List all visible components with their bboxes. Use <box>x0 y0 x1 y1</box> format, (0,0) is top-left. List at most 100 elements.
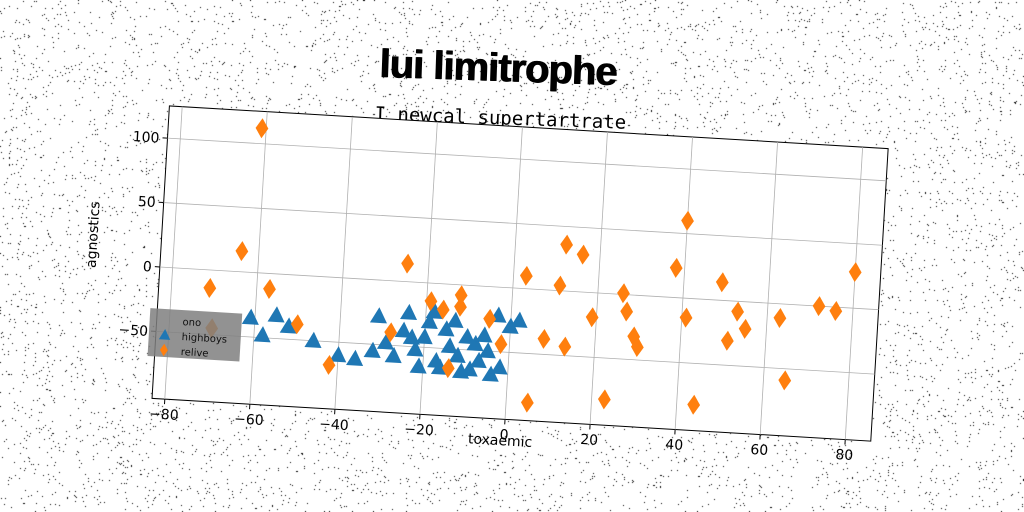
data-point-relive <box>558 336 572 357</box>
data-point-highboys <box>409 357 427 374</box>
data-point-relive <box>812 296 826 317</box>
data-point-relive <box>669 257 683 278</box>
data-point-relive <box>597 389 611 410</box>
data-point-highboys <box>329 346 347 363</box>
x-gridline <box>759 142 778 435</box>
data-point-relive <box>436 299 450 320</box>
data-point-relive <box>720 330 734 351</box>
data-point-relive <box>848 262 862 283</box>
data-point-highboys <box>241 308 259 325</box>
data-point-relive <box>255 118 269 139</box>
data-points <box>203 118 862 415</box>
data-point-relive <box>203 278 217 299</box>
x-axis-ticks: −80 −60 −40 −20 0 20 40 60 80 <box>149 399 854 464</box>
y-gridline <box>155 330 875 375</box>
data-point-relive <box>630 337 644 358</box>
x-gridline <box>504 126 523 420</box>
data-point-relive <box>679 307 693 328</box>
data-point-highboys <box>279 317 297 334</box>
data-point-relive <box>441 358 455 379</box>
x-gridline <box>249 111 268 405</box>
data-point-highboys <box>304 331 322 348</box>
data-point-relive <box>731 301 745 322</box>
data-point-relive <box>627 326 641 347</box>
data-point-relive <box>235 241 249 262</box>
data-point-relive <box>687 394 701 415</box>
x-tick-label: −60 <box>234 411 264 429</box>
x-axis-label: toxaemic <box>468 431 533 451</box>
data-point-relive <box>424 291 438 312</box>
data-point-highboys <box>363 341 381 358</box>
data-point-relive <box>778 370 792 391</box>
data-point-relive <box>585 307 599 328</box>
data-point-relive <box>553 275 567 296</box>
data-point-highboys <box>394 321 412 338</box>
data-point-highboys <box>253 326 271 343</box>
data-point-relive <box>617 283 630 304</box>
x-tick-label: −20 <box>404 421 434 439</box>
data-point-highboys <box>501 317 519 334</box>
data-point-highboys <box>510 311 528 328</box>
data-point-relive <box>483 308 497 329</box>
x-tick-label: −80 <box>149 406 179 424</box>
data-point-relive <box>576 244 590 265</box>
data-point-highboys <box>369 307 387 324</box>
x-tick-label: 40 <box>665 437 684 454</box>
data-point-highboys <box>466 334 484 352</box>
gridlines <box>155 106 887 440</box>
data-point-highboys <box>475 326 493 343</box>
y-tick-label: 0 <box>142 259 152 276</box>
data-point-relive <box>384 322 398 343</box>
data-point-relive <box>454 285 468 306</box>
series-relive <box>203 118 862 415</box>
data-point-relive <box>520 392 534 413</box>
x-tick-label: 60 <box>750 442 769 459</box>
data-point-relive <box>401 253 414 274</box>
data-point-highboys <box>267 306 285 323</box>
data-point-highboys <box>451 362 470 379</box>
legend-marker-relive <box>159 343 168 357</box>
data-point-relive <box>322 354 336 375</box>
y-tick-label: −50 <box>118 322 148 340</box>
data-point-highboys <box>420 312 438 330</box>
y-gridline <box>159 266 879 311</box>
y-tick-label: 50 <box>137 194 156 211</box>
x-gridline <box>844 147 864 440</box>
x-tick-label: −40 <box>319 416 349 434</box>
y-gridline <box>167 137 887 182</box>
data-point-relive <box>620 301 634 322</box>
legend-box <box>147 308 243 362</box>
y-tick-label: 100 <box>132 129 160 147</box>
data-point-relive <box>537 328 551 349</box>
data-point-highboys <box>402 328 420 345</box>
data-point-relive <box>681 210 694 231</box>
plot-area <box>151 105 889 442</box>
data-point-highboys <box>481 365 499 382</box>
y-axis-label: agnostics <box>84 201 104 268</box>
x-tick-label: 80 <box>835 447 854 464</box>
data-point-highboys <box>399 303 418 321</box>
y-gridline <box>163 202 883 246</box>
data-point-relive <box>519 265 533 286</box>
data-point-highboys <box>490 358 508 375</box>
data-point-relive <box>560 234 574 255</box>
x-gridline <box>674 136 693 430</box>
data-point-highboys <box>406 340 424 357</box>
data-point-highboys <box>384 346 402 364</box>
legend-label-ono: ono <box>182 317 201 329</box>
x-tick-label: 20 <box>580 432 599 449</box>
data-point-highboys <box>425 302 443 319</box>
data-point-highboys <box>448 346 466 364</box>
data-point-relive <box>290 314 304 335</box>
data-point-highboys <box>469 351 487 369</box>
data-point-relive <box>829 301 843 321</box>
data-point-relive <box>773 308 787 329</box>
data-point-highboys <box>415 328 433 345</box>
data-point-highboys <box>458 327 476 345</box>
legend-marker-highboys <box>158 329 171 340</box>
data-point-relive <box>494 334 508 355</box>
data-point-highboys <box>446 311 464 328</box>
y-axis-ticks: −50 0 50 100 <box>118 129 168 340</box>
